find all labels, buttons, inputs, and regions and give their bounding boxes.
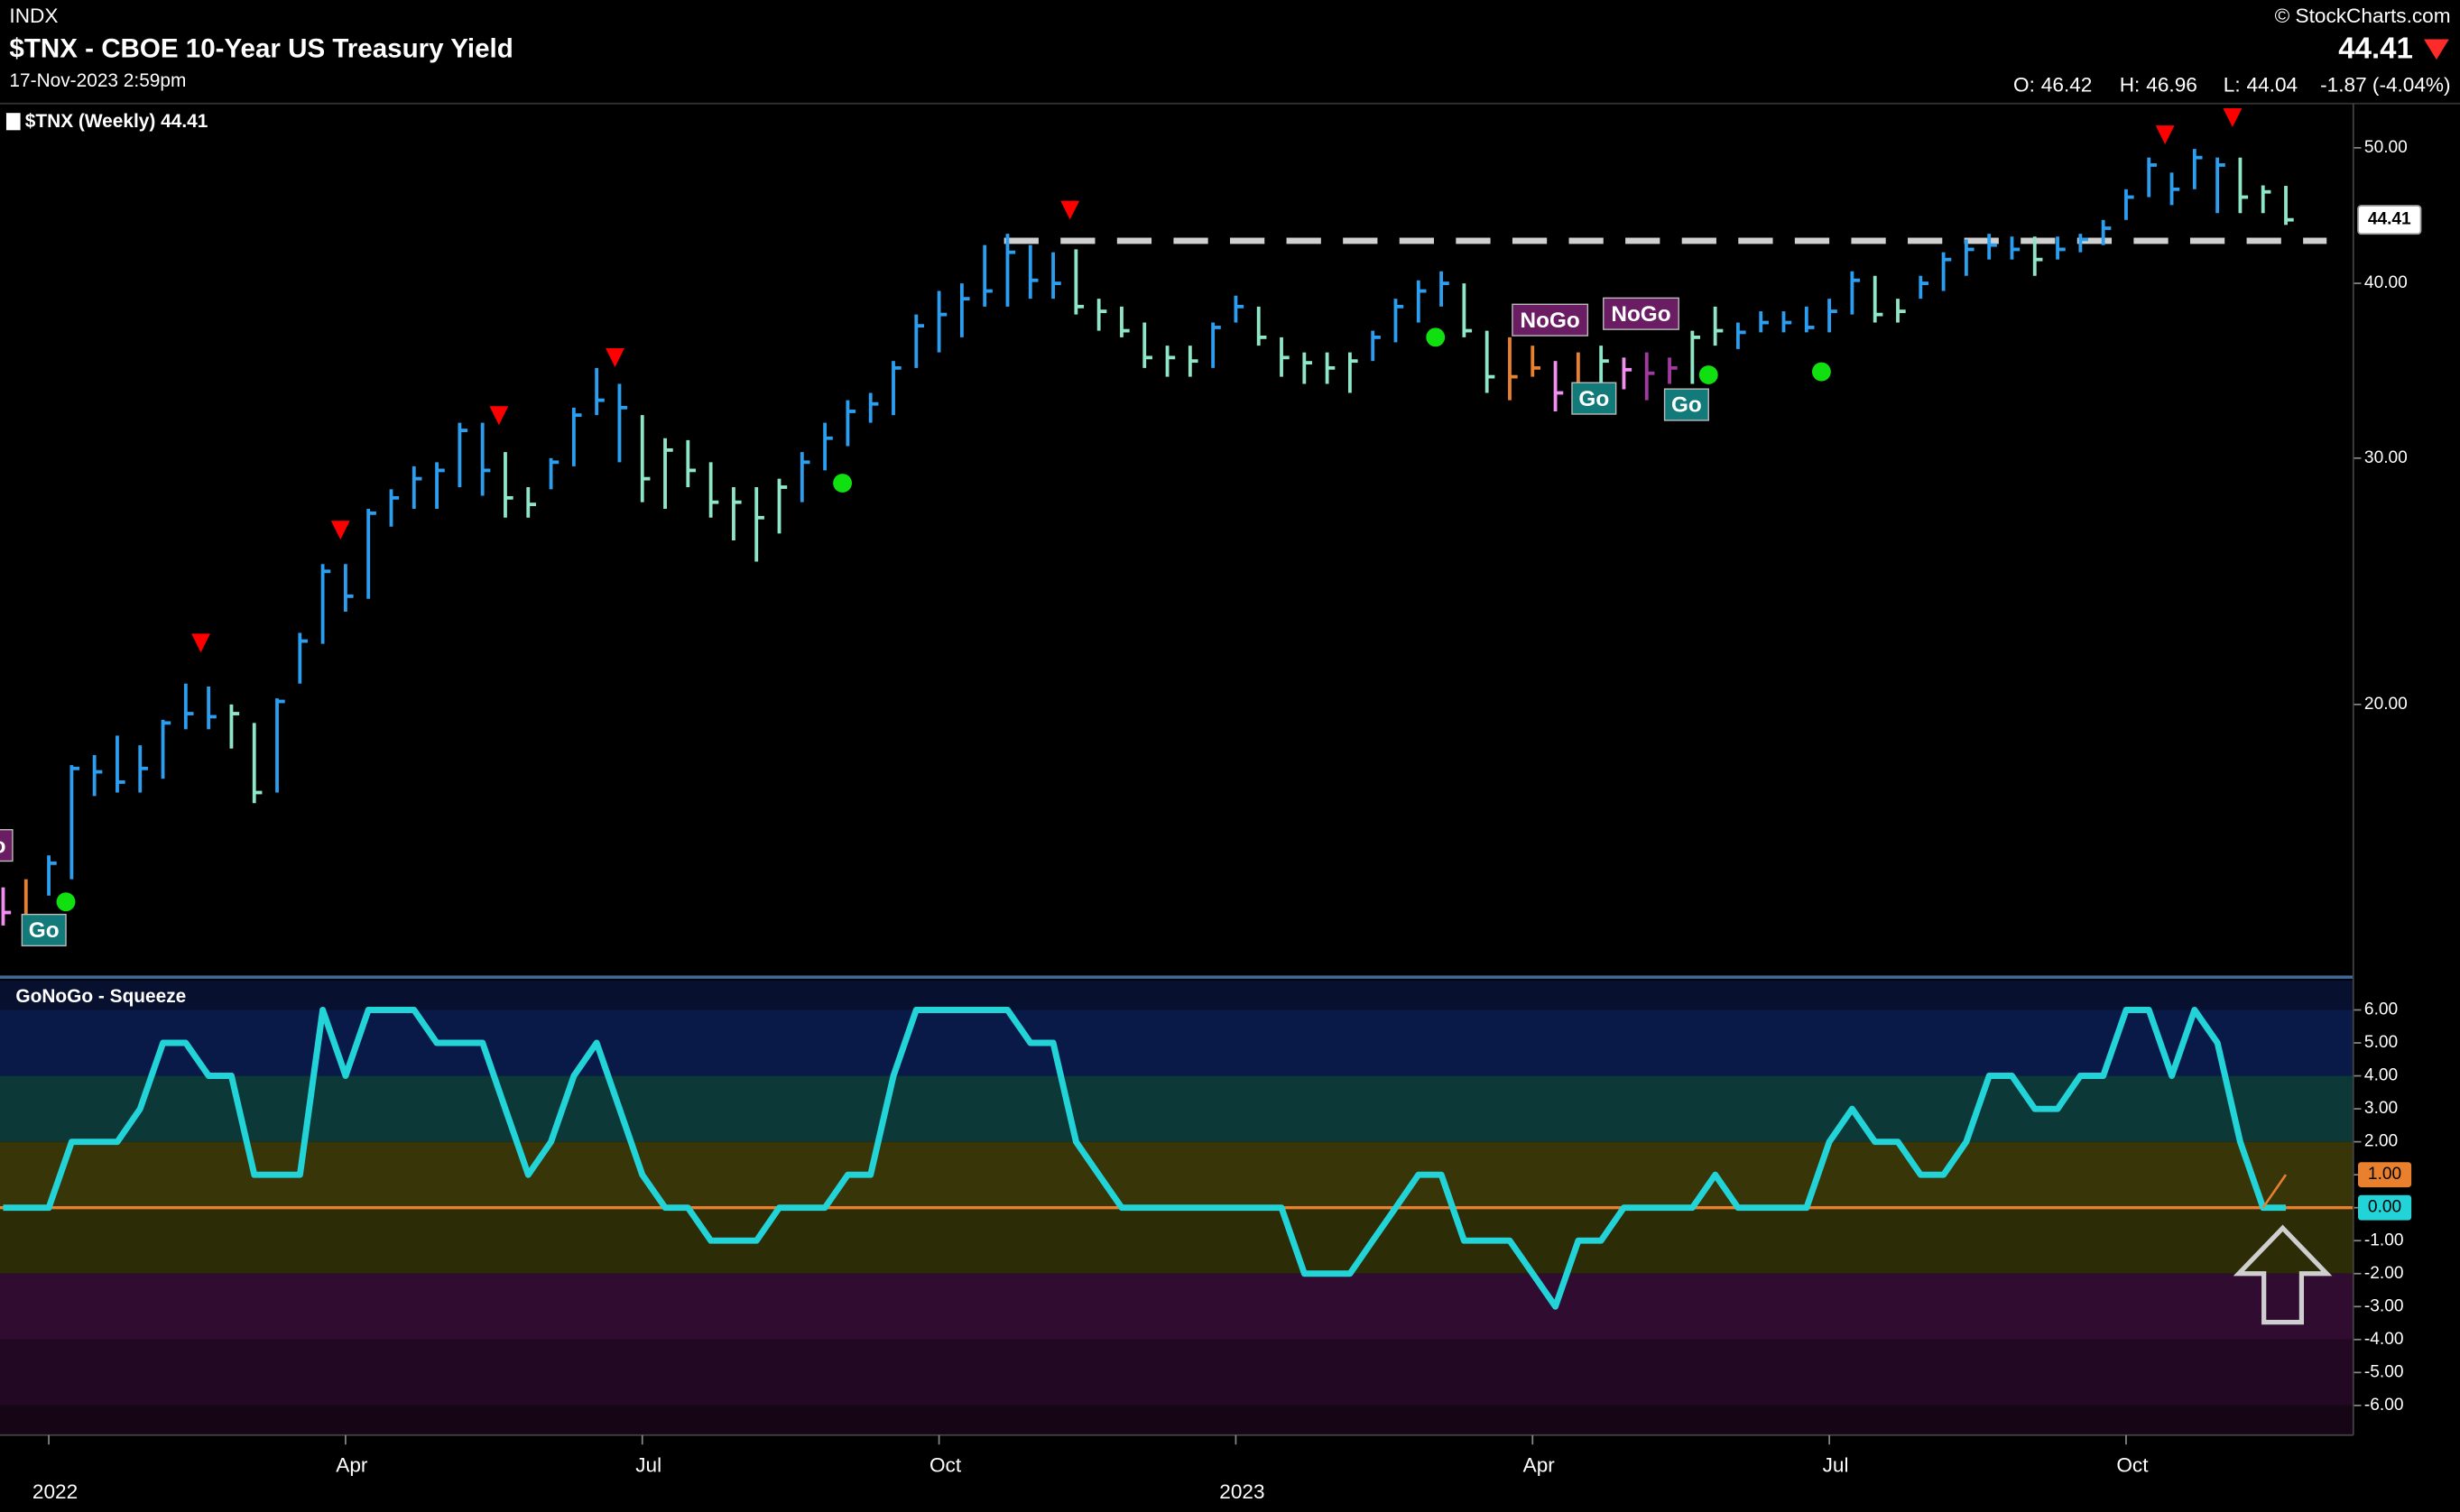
signal-up	[833, 474, 853, 493]
y-tick-label: -4.00	[2364, 1330, 2404, 1349]
y-tick-label: 3.00	[2364, 1099, 2398, 1118]
signal-down	[2155, 125, 2175, 144]
x-tick-label: Oct	[2116, 1454, 2149, 1477]
change: -1.87 (-4.04%)	[2320, 74, 2450, 97]
y-tick-label: 40.00	[2364, 273, 2408, 292]
signal-down	[2223, 107, 2243, 127]
down-icon	[2424, 39, 2449, 60]
price-label: $TNX (Weekly) 44.41	[25, 111, 208, 132]
squeeze-tag	[2357, 1162, 2412, 1188]
annotation: Go	[1578, 387, 1609, 411]
annotation-box	[0, 829, 14, 862]
up-arrow	[2233, 1224, 2333, 1325]
x-tick-label: Jul	[635, 1454, 661, 1477]
y-tick-label: -6.00	[2364, 1396, 2404, 1415]
y-tick-label: -5.00	[2364, 1362, 2404, 1381]
annotation-box	[1571, 382, 1617, 415]
panel-title: GoNoGo - Squeeze	[15, 986, 186, 1007]
signal-down	[1060, 200, 1080, 220]
oscillator-line	[3, 1006, 2287, 1310]
annotation: Go	[29, 918, 60, 943]
y-tick-label: 2.00	[2364, 1132, 2398, 1151]
exchange: INDX	[9, 5, 58, 27]
zone	[0, 1010, 2354, 1076]
zone	[0, 1339, 2354, 1406]
last-price-tag	[2357, 205, 2422, 235]
y-tick-label: 5.00	[2364, 1033, 2398, 1052]
high-label: H:	[2120, 74, 2141, 97]
y-tick-label: 50.00	[2364, 138, 2408, 157]
x-tick-label: Apr	[1523, 1454, 1556, 1477]
signal-down	[606, 347, 624, 367]
low-value: 44.04	[2247, 74, 2298, 97]
low-label: L:	[2224, 74, 2241, 97]
open-label: O:	[2013, 74, 2035, 97]
high-value: 46.96	[2146, 74, 2197, 97]
last-price-tag-label: 44.41	[2368, 210, 2411, 229]
legend-swatch	[5, 113, 21, 131]
y-tick-label: 6.00	[2364, 1000, 2398, 1019]
annotation-box	[1603, 297, 1679, 330]
x-tick-label: Apr	[336, 1454, 368, 1477]
annotation: NoGo	[1611, 302, 1670, 327]
zone	[0, 1141, 2354, 1208]
signal-up	[1698, 365, 1718, 384]
zone	[0, 1075, 2354, 1142]
signal-down	[191, 633, 210, 653]
chart-title: $TNX - CBOE 10-Year US Treasury Yield	[9, 33, 513, 63]
annotation: Go	[1671, 393, 1702, 418]
x-tick-label: Oct	[929, 1454, 962, 1477]
oscillator-tag	[2357, 1194, 2412, 1221]
zone	[0, 1405, 2354, 1435]
signal-up	[1426, 327, 1446, 347]
y-tick-label: -3.00	[2364, 1296, 2404, 1315]
signal-up	[56, 892, 76, 912]
annotation-box	[21, 913, 67, 947]
y-tick-label: -1.00	[2364, 1231, 2404, 1249]
signal-down	[489, 406, 509, 426]
credit: © StockCharts.com	[2275, 5, 2451, 27]
zone	[0, 980, 2354, 1010]
y-tick-label: -2.00	[2364, 1264, 2404, 1283]
last-price: 44.41	[2338, 31, 2413, 64]
signal-up	[1811, 362, 1831, 382]
x-tick-label: Jul	[1823, 1454, 1849, 1477]
date: 17-Nov-2023 2:59pm	[9, 70, 186, 91]
annotation-box	[1512, 303, 1589, 337]
x-tick-label: 2023	[1219, 1480, 1264, 1503]
y-tick-label: 4.00	[2364, 1066, 2398, 1085]
squeeze-tag-label: 1.00	[2368, 1165, 2401, 1184]
signals	[56, 107, 2243, 912]
squeeze-end	[2261, 1174, 2288, 1209]
y-tick-label: 30.00	[2364, 448, 2408, 467]
oscillator-tag-label: 0.00	[2368, 1198, 2401, 1217]
zone	[0, 1273, 2354, 1340]
annotation: Go	[0, 834, 5, 858]
zone	[0, 1207, 2354, 1274]
y-tick-label: 20.00	[2364, 695, 2408, 714]
signal-down	[330, 521, 350, 540]
annotation: NoGo	[1521, 309, 1580, 333]
x-tick-label: 2022	[32, 1480, 78, 1503]
open-value: 46.42	[2041, 74, 2093, 97]
annotation-box	[1663, 388, 1709, 421]
